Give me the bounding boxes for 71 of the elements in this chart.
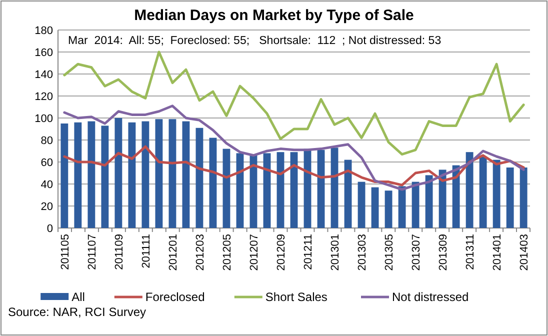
y-tick-label: 180: [34, 24, 53, 37]
source-note: Source: NAR, RCI Survey: [8, 305, 146, 319]
y-tick-label: 80: [40, 134, 53, 147]
bar: [101, 126, 109, 228]
legend-label: Short Sales: [265, 290, 328, 304]
bar: [466, 152, 474, 228]
y-tick-label: 40: [40, 178, 53, 191]
y-tick-label: 120: [34, 90, 53, 103]
bar: [263, 153, 271, 228]
bar: [182, 121, 190, 228]
bar: [358, 182, 366, 228]
x-tick-label: 201111: [140, 234, 152, 268]
x-tick-label: 201109: [113, 234, 126, 270]
bar: [438, 170, 446, 228]
bar: [290, 152, 298, 228]
line-series: [63, 145, 525, 186]
legend-label: Not distressed: [392, 290, 469, 304]
legend-label: Foreclosed: [145, 290, 205, 304]
y-tick-label: 100: [34, 112, 53, 125]
bar: [506, 168, 514, 228]
bar: [114, 118, 122, 228]
bar: [128, 122, 136, 228]
x-tick-label: 201209: [275, 234, 288, 271]
x-tick-label: 201303: [356, 234, 368, 271]
x-tick-label: 201203: [194, 234, 206, 271]
x-tick-label: 201211: [302, 234, 314, 270]
y-tick-label: 160: [34, 46, 53, 59]
bar: [74, 122, 82, 228]
bar: [452, 165, 460, 228]
y-tick-label: 140: [34, 68, 53, 81]
annotation: Mar 2014: All: 55; Foreclosed: 55; Shortsale: 112 ; Not distressed: 53: [68, 35, 442, 47]
y-tick-label: 60: [40, 156, 53, 169]
bar: [520, 168, 528, 228]
bar: [222, 148, 230, 228]
bar: [398, 186, 406, 228]
x-tick-label: 201301: [329, 234, 342, 271]
y-tick-label: 20: [40, 200, 53, 213]
line-series: [63, 50, 525, 156]
x-tick-label: 201401: [491, 234, 504, 271]
x-tick-label: 201207: [248, 234, 260, 271]
bar: [142, 121, 150, 228]
chart-title: Median Days on Market by Type of Sale: [134, 7, 414, 24]
bar: [236, 153, 244, 228]
x-tick-label: 201105: [59, 234, 72, 270]
legend-label: All: [72, 290, 85, 304]
x-tick-label: 201107: [86, 234, 98, 270]
bar: [330, 148, 338, 228]
line-series: [63, 104, 525, 191]
bar: [344, 160, 352, 228]
x-tick-label: 201403: [518, 234, 530, 271]
x-tick-label: 201311: [464, 234, 476, 270]
bar: [88, 121, 96, 228]
x-tick-label: 201305: [383, 234, 396, 271]
bar: [168, 119, 176, 228]
bar: [196, 128, 204, 228]
x-tick-label: 201307: [410, 234, 422, 271]
x-tick-label: 201201: [167, 234, 180, 271]
x-tick-label: 201309: [437, 234, 450, 271]
bar: [317, 150, 325, 228]
bar: [479, 156, 487, 228]
bar: [60, 124, 68, 228]
bar: [276, 152, 284, 228]
x-tick-label: 201205: [221, 234, 234, 271]
y-tick-label: 0: [46, 222, 53, 235]
bar: [209, 138, 217, 228]
bar: [412, 182, 420, 228]
bar: [371, 187, 379, 228]
bar: [155, 119, 163, 228]
bar: [425, 175, 433, 228]
bar: [384, 190, 392, 228]
bar: [492, 160, 500, 228]
